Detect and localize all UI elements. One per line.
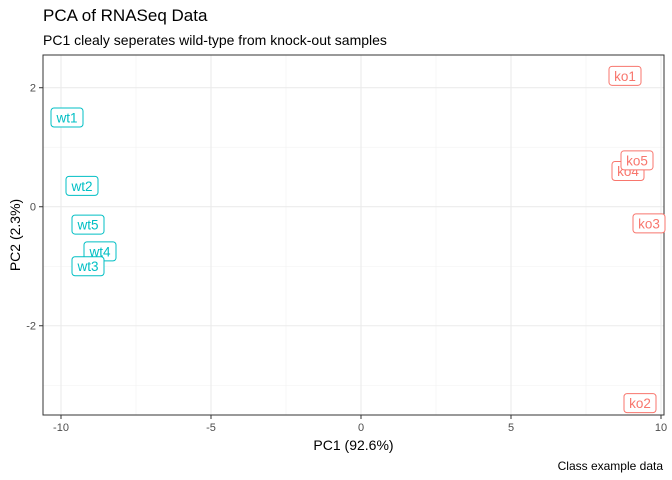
point-label-wt3: wt3 (71, 256, 105, 277)
label-text: ko3 (638, 216, 660, 231)
point-label-ko5: ko5 (620, 150, 654, 171)
label-box (620, 150, 654, 171)
label-text: wt3 (76, 259, 98, 274)
x-tick-label: 10 (655, 422, 667, 434)
chart-caption: Class example data (557, 459, 663, 473)
x-tick-label: 5 (508, 422, 514, 434)
label-text: wt1 (55, 110, 77, 125)
y-tick-label: 0 (30, 202, 36, 214)
chart-title: PCA of RNASeq Data (43, 6, 208, 25)
point-label-wt4: wt4 (83, 241, 117, 262)
label-text: wt4 (88, 244, 111, 259)
x-tick-label: -10 (53, 422, 69, 434)
y-axis-title: PC2 (2.3%) (7, 199, 23, 271)
point-label-ko2: ko2 (623, 393, 657, 414)
grid-lines (43, 55, 664, 415)
label-box (608, 65, 642, 86)
point-label-ko1: ko1 (608, 65, 642, 86)
y-tick-label: -2 (26, 321, 36, 333)
point-label-wt1: wt1 (50, 107, 84, 128)
label-text: wt2 (70, 179, 92, 194)
label-text: wt5 (76, 218, 98, 233)
x-tick-label: 0 (358, 422, 364, 434)
point-label-wt5: wt5 (71, 214, 105, 235)
label-text: ko5 (626, 153, 648, 168)
x-axis-title: PC1 (92.6%) (313, 437, 393, 453)
label-box (71, 256, 105, 277)
label-box (65, 175, 99, 196)
y-tick-label: 2 (30, 83, 36, 95)
label-text: ko2 (629, 396, 651, 411)
chart-subtitle: PC1 clealy seperates wild-type from knoc… (43, 32, 387, 48)
label-box (623, 393, 657, 414)
label-box (632, 213, 666, 234)
plot-panel-border (42, 54, 665, 416)
axis-ticks: -10 -5 0 5 10 -2 0 2 (26, 83, 667, 434)
label-box (50, 107, 84, 128)
x-tick-label: -5 (206, 422, 216, 434)
point-label-wt2: wt2 (65, 175, 99, 196)
label-text: ko1 (614, 69, 636, 84)
point-label-ko3: ko3 (632, 213, 666, 234)
label-box (71, 214, 105, 235)
